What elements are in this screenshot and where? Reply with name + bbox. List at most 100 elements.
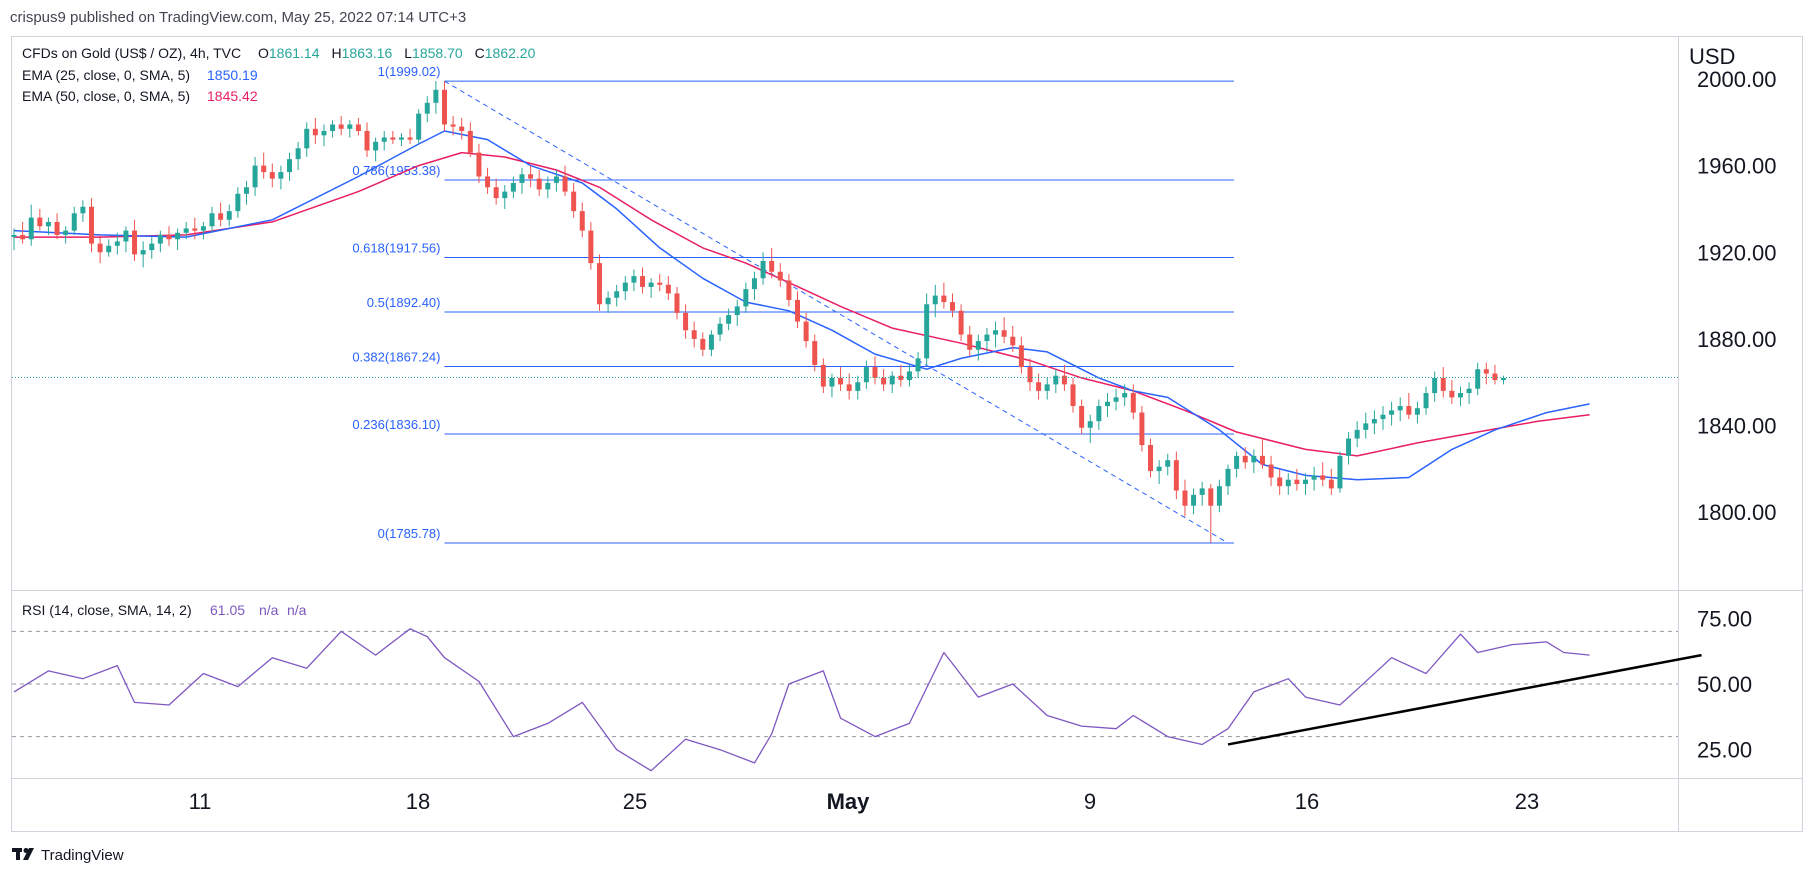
candle-body bbox=[1251, 455, 1257, 463]
candle-body bbox=[545, 182, 551, 190]
candle bbox=[708, 330, 714, 357]
candle bbox=[932, 284, 938, 318]
candle bbox=[579, 202, 585, 238]
candle-body bbox=[536, 178, 542, 190]
candle-body bbox=[502, 191, 508, 199]
tradingview-logo[interactable]: TradingView bbox=[12, 847, 124, 864]
legend-ema25-label: EMA (25, close, 0, SMA, 5) bbox=[22, 67, 190, 83]
candle bbox=[416, 109, 422, 144]
rsi-axis[interactable]: 75.00 50.00 25.00 bbox=[1697, 606, 1752, 762]
candle bbox=[674, 286, 680, 320]
candle-body bbox=[984, 334, 990, 342]
candle bbox=[1311, 466, 1317, 491]
candle bbox=[450, 115, 456, 136]
candle-body bbox=[1122, 393, 1128, 398]
legend-high-value: 1863.16 bbox=[342, 45, 393, 61]
candle bbox=[63, 226, 69, 244]
candle-body bbox=[769, 260, 775, 272]
candle-body bbox=[1303, 479, 1308, 485]
candle bbox=[1363, 412, 1369, 439]
price-tick-label: 1800.00 bbox=[1697, 500, 1777, 525]
candle bbox=[855, 375, 861, 400]
candle-body bbox=[1492, 373, 1498, 381]
candle-body bbox=[192, 228, 198, 231]
candle bbox=[347, 120, 353, 138]
candle-body bbox=[949, 302, 955, 311]
candle-body bbox=[330, 124, 336, 131]
candle bbox=[743, 282, 749, 313]
candle bbox=[1199, 481, 1205, 506]
candle bbox=[1001, 317, 1007, 344]
candle-body bbox=[1018, 345, 1024, 368]
candle-body bbox=[476, 152, 482, 177]
candle bbox=[330, 120, 336, 138]
candle-body bbox=[519, 174, 525, 183]
candle-body bbox=[1501, 377, 1507, 381]
candle bbox=[949, 293, 955, 318]
candle bbox=[1087, 414, 1093, 443]
candle bbox=[838, 367, 844, 391]
candle-body bbox=[708, 334, 714, 350]
candle-body bbox=[355, 124, 361, 131]
candle-body bbox=[906, 371, 912, 381]
time-tick-label: 25 bbox=[623, 789, 647, 814]
candle bbox=[898, 364, 904, 387]
candle-body bbox=[226, 211, 232, 220]
candle-body bbox=[20, 234, 26, 240]
candle bbox=[54, 213, 60, 240]
price-tick-label: 1920.00 bbox=[1697, 240, 1777, 265]
legend-close-key: C bbox=[475, 45, 485, 61]
candle bbox=[648, 278, 654, 298]
candle bbox=[269, 163, 275, 188]
candle bbox=[1234, 451, 1240, 478]
candle bbox=[1492, 364, 1498, 385]
candle-body bbox=[252, 165, 258, 188]
candle-body bbox=[398, 137, 404, 140]
candle bbox=[993, 321, 999, 348]
time-axis[interactable]: 11 18 25 May 9 16 23 bbox=[189, 789, 1540, 814]
candle bbox=[631, 269, 637, 292]
candle bbox=[605, 291, 611, 313]
rsi-legend-label: RSI (14, close, SMA, 14, 2) bbox=[22, 602, 192, 618]
candle bbox=[1440, 367, 1446, 398]
candle bbox=[1432, 371, 1438, 402]
candle bbox=[1320, 462, 1326, 487]
candle-body bbox=[932, 295, 938, 305]
legend-low-value: 1858.70 bbox=[412, 45, 463, 61]
candle-body bbox=[140, 250, 146, 255]
candle bbox=[1216, 479, 1222, 513]
candle bbox=[459, 117, 465, 140]
candle-body bbox=[1354, 429, 1360, 439]
candle bbox=[1277, 468, 1283, 495]
fibonacci-retracement[interactable]: 1(1999.02) 0.786(1953.38) 0.618(1917.56) 0.… bbox=[352, 64, 1235, 544]
candle bbox=[1122, 384, 1128, 407]
candle-body bbox=[941, 295, 947, 303]
candle bbox=[562, 165, 568, 196]
fib-trend-line bbox=[444, 80, 1229, 544]
candle-body bbox=[338, 124, 344, 129]
candle-body bbox=[1483, 369, 1489, 374]
candle-body bbox=[1466, 388, 1472, 394]
candle bbox=[640, 267, 646, 294]
candle bbox=[1251, 449, 1257, 474]
candle-body bbox=[390, 137, 396, 140]
candle-body bbox=[157, 234, 163, 244]
candle-body bbox=[872, 367, 878, 378]
candle-body bbox=[1234, 455, 1240, 469]
candle-body bbox=[287, 159, 293, 173]
candle-body bbox=[1182, 490, 1188, 506]
candle bbox=[407, 128, 413, 144]
legend-close-value: 1862.20 bbox=[485, 45, 536, 61]
candle-body bbox=[640, 276, 646, 287]
candle bbox=[596, 254, 602, 311]
fib-level-label: 0.236(1836.10) bbox=[352, 417, 440, 432]
price-axis[interactable]: 2000.00 1960.00 1920.00 1880.00 1840.00 1800.… bbox=[1697, 67, 1777, 525]
legend-symbol: CFDs on Gold (US$ / OZ), 4h, TVC bbox=[22, 45, 241, 61]
candle-body bbox=[683, 312, 689, 331]
price-tick-label: 1840.00 bbox=[1697, 414, 1777, 439]
candle-body bbox=[347, 124, 353, 129]
candle bbox=[1242, 447, 1248, 469]
candle bbox=[1225, 464, 1231, 495]
candle bbox=[1354, 421, 1360, 448]
candle bbox=[252, 156, 258, 196]
